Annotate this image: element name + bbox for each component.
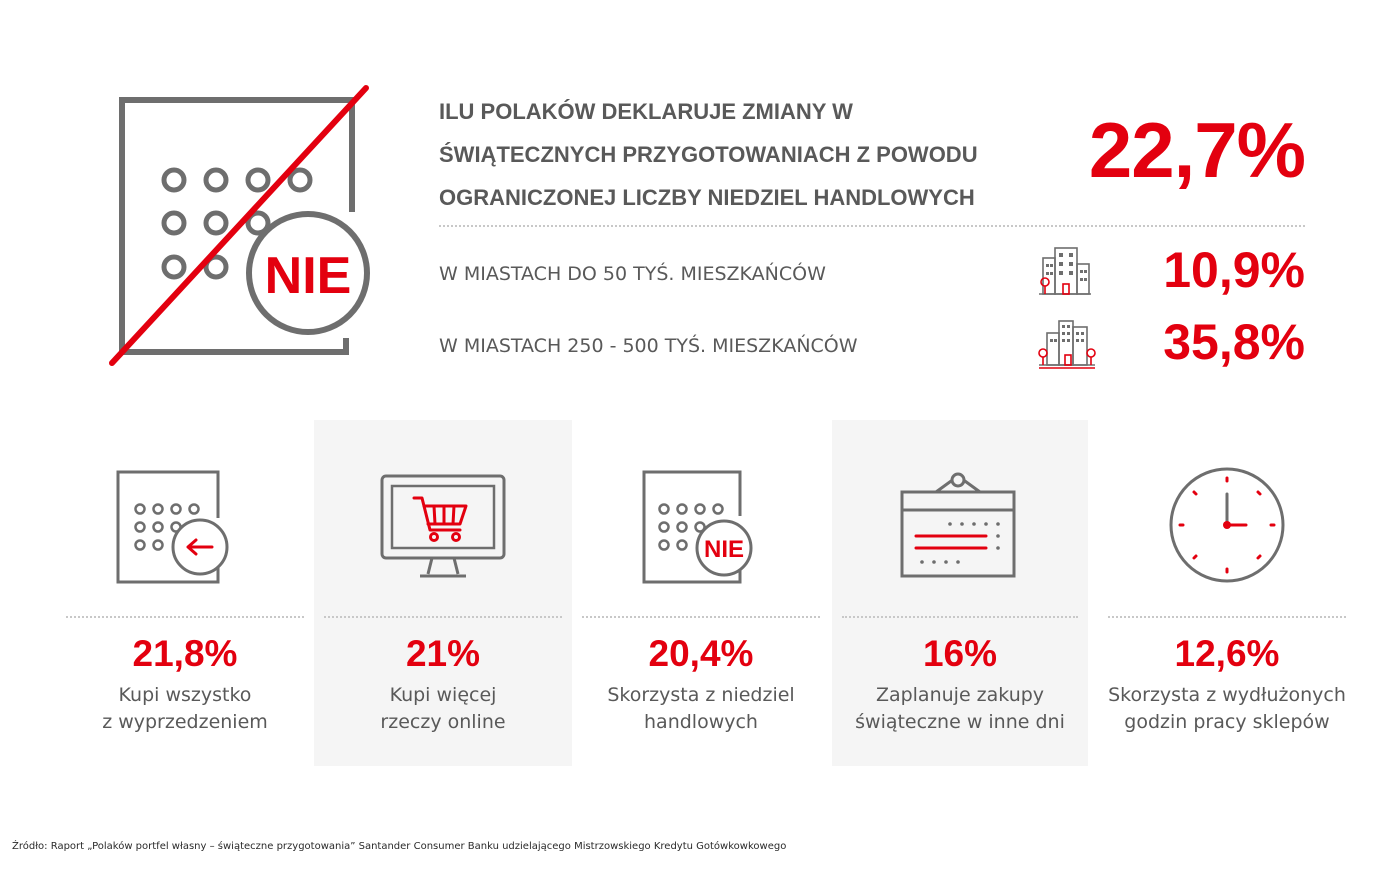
nie-badge: NIE — [265, 247, 352, 305]
divider — [842, 616, 1078, 618]
divider — [66, 616, 304, 618]
stat-value: 21% — [405, 633, 481, 674]
stat-card-other-days: 16% Zaplanuje zakupy świąteczne w inne dn… — [832, 420, 1088, 766]
stat-value: 20,4% — [648, 633, 754, 674]
stat-description: Kupi wszystko z wyprzedzeniem — [102, 684, 268, 733]
stat-card-buy-ahead: 21,8% Kupi wszystko z wyprzedzeniem — [56, 420, 314, 766]
city-small-label: W MIASTACH DO 50 TYŚ. MIESZKAŃCÓW — [439, 263, 826, 285]
stat-card-trading-sundays: NIE 20,4% Skorzysta z niedziel handlowych — [572, 420, 830, 766]
city-big-value: 35,8% — [1163, 314, 1305, 370]
headline-line: ILU POLAKÓW DEKLARUJE ZMIANY W — [439, 99, 853, 124]
headline-line: OGRANICZONEJ LICZBY NIEDZIEL HANDLOWYCH — [439, 185, 975, 210]
headline-value: 22,7% — [1088, 106, 1306, 194]
stat-value: 21,8% — [132, 633, 238, 674]
divider — [1108, 616, 1346, 618]
calendar-back-arrow-icon — [116, 470, 229, 584]
stat-value: 12,6% — [1174, 633, 1280, 674]
small-town-icon — [1039, 247, 1091, 295]
stat-description: Skorzysta z niedziel handlowych — [607, 684, 795, 733]
hanging-calendar-icon — [900, 472, 1016, 578]
divider — [324, 616, 562, 618]
monitor-cart-icon — [380, 474, 506, 578]
clock-icon — [1169, 467, 1285, 583]
stat-description: Skorzysta z wydłużonych godzin pracy skle… — [1108, 684, 1346, 733]
divider — [439, 225, 1305, 227]
stat-card-online: 21% Kupi więcej rzeczy online — [314, 420, 572, 766]
source-note: Źródło: Raport „Polaków portfel własny –… — [12, 841, 787, 852]
headline: ILU POLAKÓW DEKLARUJE ZMIANY W ŚWIĄTECZN… — [439, 90, 1009, 219]
divider — [582, 616, 820, 618]
calendar-nie-icon: NIE — [642, 470, 753, 584]
big-city-icon — [1038, 320, 1096, 369]
stat-description: Zaplanuje zakupy świąteczne w inne dni — [855, 684, 1065, 733]
city-big-label: W MIASTACH 250 - 500 TYŚ. MIESZKAŃCÓW — [439, 335, 858, 357]
city-small-value: 10,9% — [1163, 242, 1305, 298]
stat-value: 16% — [922, 633, 998, 674]
nie-badge: NIE — [704, 536, 744, 563]
stat-card-longer-hours: 12,6% Skorzysta z wydłużonych godzin prac… — [1098, 420, 1356, 766]
stat-description: Kupi więcej rzeczy online — [380, 684, 506, 733]
headline-line: ŚWIĄTECZNYCH PRZYGOTOWANIACH Z POWODU — [439, 142, 978, 167]
calendar-crossed-icon: NIE — [109, 85, 370, 366]
